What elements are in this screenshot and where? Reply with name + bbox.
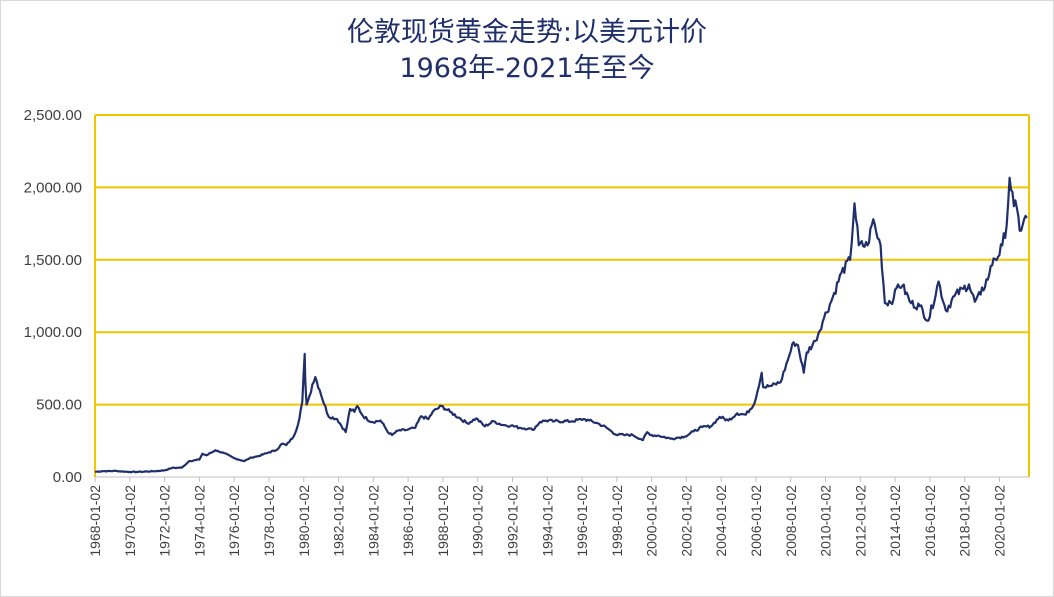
x-tick-label: 1978-01-02 (261, 485, 277, 557)
x-tick-label: 2002-01-02 (678, 485, 694, 557)
y-tick-label: 1,500.00 (24, 252, 82, 269)
x-tick-label: 1980-01-02 (296, 485, 312, 557)
x-tick-label: 1992-01-02 (504, 485, 520, 557)
x-tick-label: 1976-01-02 (226, 485, 242, 557)
x-tick-label: 2018-01-02 (957, 485, 973, 557)
y-tick-label: 1,000.00 (24, 324, 82, 341)
x-tick-label: 1988-01-02 (435, 485, 451, 557)
x-tick-label: 2000-01-02 (644, 485, 660, 557)
x-tick-label: 1996-01-02 (574, 485, 590, 557)
y-tick-label: 2,500.00 (24, 107, 82, 124)
x-tick-label: 2008-01-02 (783, 485, 799, 557)
chart-title: 伦敦现货黄金走势:以美元计价 (346, 17, 708, 48)
x-tick-label: 1972-01-02 (157, 485, 173, 557)
x-tick-label: 2010-01-02 (818, 485, 834, 557)
x-tick-label: 2016-01-02 (922, 485, 938, 557)
x-tick-label: 1974-01-02 (191, 485, 207, 557)
x-tick-label: 2020-01-02 (991, 485, 1007, 557)
x-tick-label: 1994-01-02 (539, 485, 555, 557)
x-tick-label: 1970-01-02 (122, 485, 138, 557)
x-tick-label: 1986-01-02 (400, 485, 416, 557)
x-tick-label: 1984-01-02 (365, 485, 381, 557)
x-tick-label: 2004-01-02 (713, 485, 729, 557)
x-tick-label: 2006-01-02 (748, 485, 764, 557)
x-tick-label: 2014-01-02 (887, 485, 903, 557)
x-tick-label: 2012-01-02 (852, 485, 868, 557)
x-tick-label: 1982-01-02 (331, 485, 347, 557)
x-tick-label: 1990-01-02 (470, 485, 486, 557)
x-tick-label: 1968-01-02 (87, 485, 103, 557)
y-tick-label: 0.00 (53, 469, 82, 486)
y-tick-label: 2,000.00 (24, 179, 82, 196)
y-tick-label: 500.00 (36, 397, 82, 414)
series-line (94, 176, 1028, 474)
x-tick-label: 1998-01-02 (609, 485, 625, 557)
chart-subtitle: 1968年-2021年至今 (399, 53, 655, 84)
